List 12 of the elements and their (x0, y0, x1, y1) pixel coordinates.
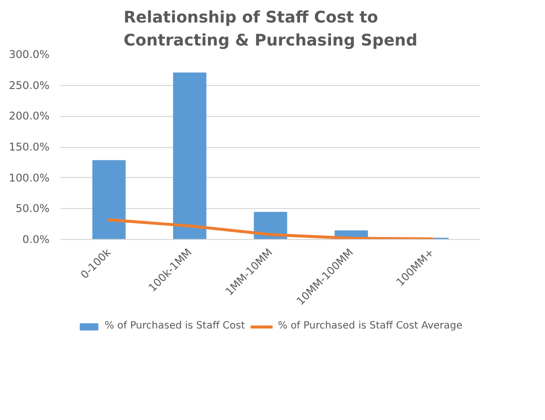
legend-label: % of Purchased is Staff Cost (104, 320, 245, 332)
y-tick-label: 300.0% (8, 48, 50, 61)
bar (173, 72, 206, 240)
y-tick-label: 0.0% (22, 233, 50, 246)
y-tick-label: 150.0% (8, 140, 50, 154)
y-tick-label: 50.0% (16, 202, 50, 216)
y-tick-label: 100.0% (8, 171, 50, 184)
legend-label: % of Purchased is Staff Cost Average (278, 320, 462, 332)
bar (92, 160, 126, 240)
y-tick-label: 200.0% (8, 110, 50, 123)
chart-title: Relationship of Staff Cost to Contracting & Purchasing Spend (124, 8, 418, 50)
y-tick-label: 250.0% (8, 78, 50, 92)
